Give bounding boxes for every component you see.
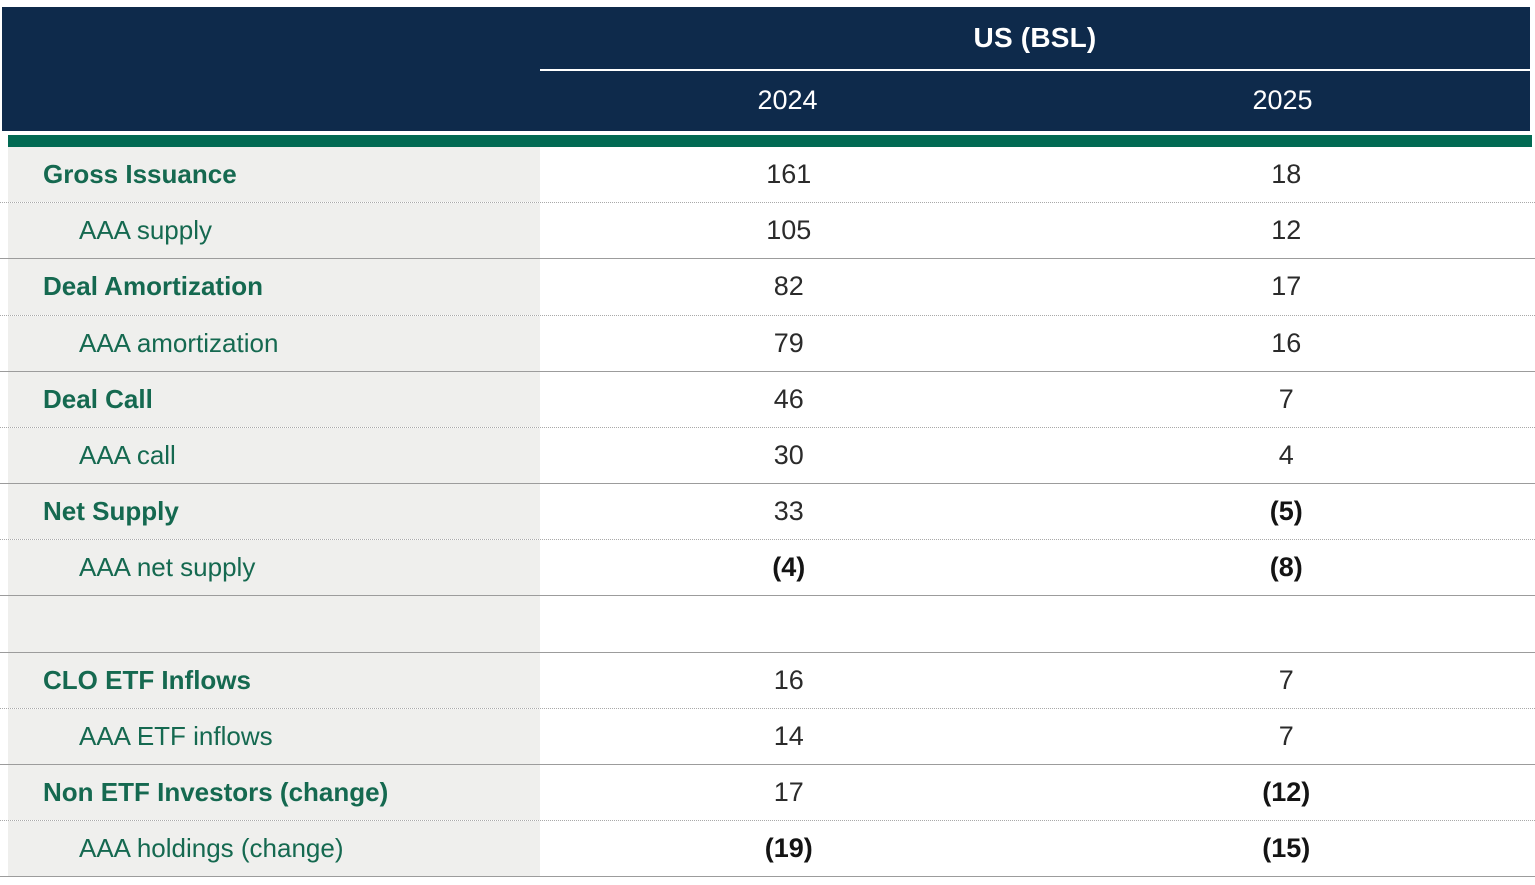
- row-label: AAA amortization: [8, 315, 540, 371]
- table-header: US (BSL) 2024 2025: [2, 7, 1530, 131]
- value-cell-2024: (19): [764, 833, 813, 864]
- value-cell-2024: 105: [766, 215, 812, 246]
- value-cell-2025: (15): [1262, 833, 1311, 864]
- table-row: AAA ETF inflows 14 7: [0, 708, 1535, 765]
- value-cell-2025: 12: [1271, 215, 1302, 246]
- row-label: AAA net supply: [8, 540, 540, 596]
- value-cell-2024: [540, 596, 1038, 651]
- table-row: Non ETF Investors (change) 17 (12): [0, 764, 1535, 822]
- table-row: AAA call 30 4: [0, 427, 1535, 485]
- value-cell-2024: 82: [773, 271, 804, 302]
- value-cell-2025: 7: [1278, 664, 1294, 695]
- column-group-label: US (BSL): [973, 22, 1097, 53]
- row-label: Gross Issuance: [8, 147, 540, 203]
- value-cell-2024: 14: [773, 720, 804, 751]
- value-cell-2024: 16: [773, 664, 804, 695]
- value-cell-2025: (5): [1269, 496, 1303, 527]
- row-label: Net Supply: [8, 484, 540, 540]
- table-row: Gross Issuance 161 18: [0, 147, 1535, 204]
- column-header-2024: 2024: [757, 84, 818, 115]
- table-row-empty: [0, 596, 1535, 653]
- table-body: Gross Issuance 161 18 AAA supply 105 12 …: [0, 147, 1535, 878]
- value-cell-2025: 7: [1278, 383, 1294, 414]
- column-header-2025: 2025: [1252, 84, 1313, 115]
- column-group: US (BSL) 2024 2025: [540, 7, 1530, 131]
- value-cell-2025: 17: [1271, 271, 1302, 302]
- value-cell-2025: [1038, 596, 1535, 651]
- value-cell-2025: (12): [1262, 776, 1311, 807]
- value-cell-2024: 30: [773, 439, 804, 470]
- value-cell-2024: (4): [772, 552, 806, 583]
- table-row: AAA amortization 79 16: [0, 315, 1535, 372]
- row-label: AAA call: [8, 427, 540, 484]
- table-row: AAA holdings (change) (19) (15): [0, 821, 1535, 878]
- row-label: [8, 596, 540, 652]
- value-cell-2025: 4: [1278, 439, 1294, 470]
- row-label: AAA ETF inflows: [8, 708, 540, 764]
- table-row: Deal Call 46 7: [0, 371, 1535, 428]
- value-cell-2024: 17: [773, 776, 804, 807]
- header-underline: [540, 69, 1530, 71]
- row-label: CLO ETF Inflows: [8, 652, 540, 708]
- table-row: CLO ETF Inflows 16 7: [0, 652, 1535, 709]
- value-cell-2025: 7: [1278, 720, 1294, 751]
- value-cell-2025: (8): [1269, 552, 1303, 583]
- row-label: AAA holdings (change): [8, 821, 540, 877]
- row-label: Deal Amortization: [8, 259, 540, 315]
- value-cell-2024: 46: [773, 383, 804, 414]
- accent-bar: [8, 135, 1532, 147]
- value-cell-2025: 18: [1271, 159, 1302, 190]
- value-cell-2024: 161: [766, 159, 812, 190]
- table-row: AAA net supply (4) (8): [0, 540, 1535, 597]
- column-headers: 2024 2025: [540, 71, 1530, 129]
- table-row: Net Supply 33 (5): [0, 484, 1535, 541]
- row-label: AAA supply: [8, 203, 540, 259]
- value-cell-2024: 33: [773, 496, 804, 527]
- row-label: Non ETF Investors (change): [8, 764, 540, 821]
- row-label: Deal Call: [8, 371, 540, 427]
- value-cell-2024: 79: [773, 327, 804, 358]
- table-row: Deal Amortization 82 17: [0, 259, 1535, 316]
- value-cell-2025: 16: [1271, 327, 1302, 358]
- table-row: AAA supply 105 12: [0, 203, 1535, 260]
